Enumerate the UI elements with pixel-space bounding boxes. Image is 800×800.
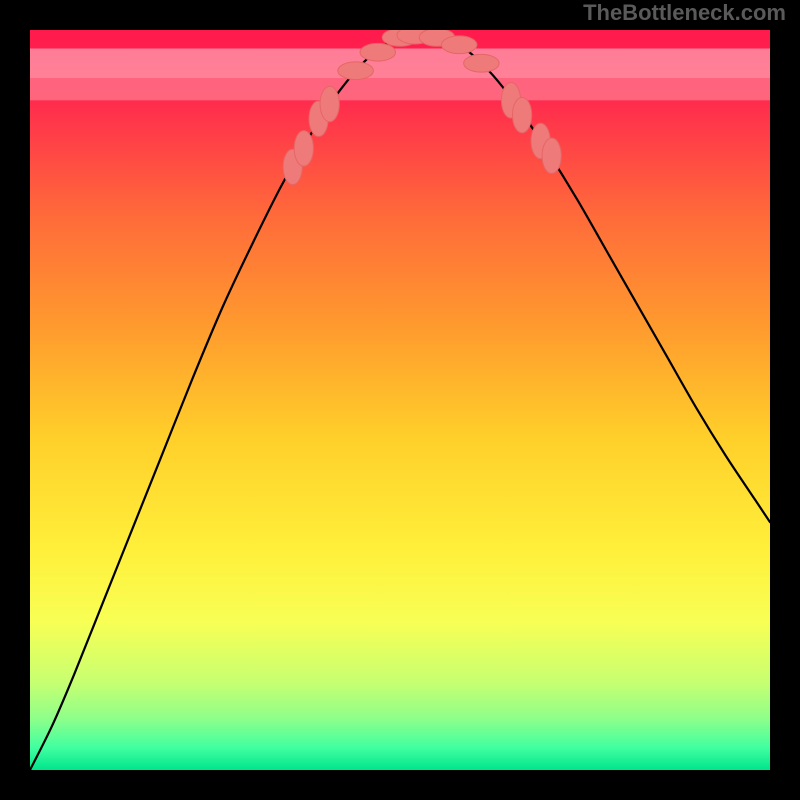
watermark-text: TheBottleneck.com <box>583 0 786 26</box>
chart-plot-area <box>30 30 770 770</box>
marker-1-5 <box>441 36 477 54</box>
highlight-band-1 <box>30 49 770 79</box>
marker-2-3 <box>542 138 561 174</box>
highlight-band-0 <box>30 78 770 100</box>
marker-0-3 <box>320 86 339 122</box>
marker-2-1 <box>512 97 531 133</box>
chart-background <box>30 30 770 770</box>
marker-1-0 <box>338 62 374 80</box>
marker-0-1 <box>294 131 313 167</box>
marker-1-6 <box>464 54 500 72</box>
chart-svg <box>30 30 770 770</box>
marker-1-1 <box>360 43 396 61</box>
